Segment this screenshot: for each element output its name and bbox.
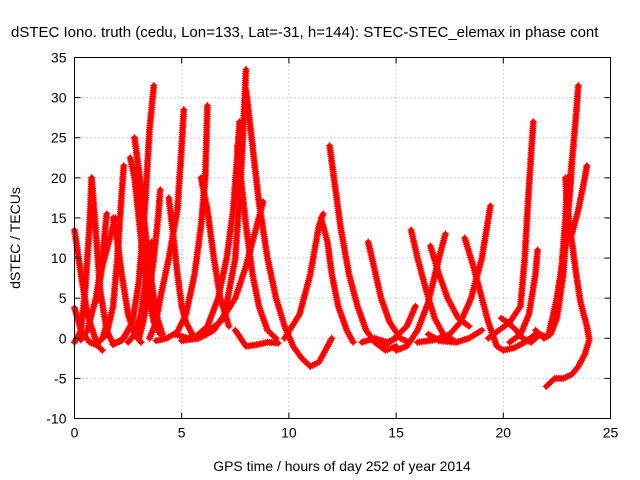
series-markers [199, 198, 267, 338]
x-tick-label: 25 [603, 425, 619, 441]
series-markers [109, 82, 158, 349]
y-tick-label: -10 [46, 411, 66, 427]
data-series [109, 82, 158, 349]
series-markers [461, 234, 539, 354]
x-tick-label: 15 [388, 425, 404, 441]
tick-labels: 0 5 10 15 20 25 -10 -5 0 5 10 15 20 25 30 35 [46, 50, 618, 441]
y-tick-label: 10 [51, 250, 67, 266]
series-markers [96, 162, 128, 345]
data-series [135, 186, 164, 342]
series-markers [506, 246, 542, 346]
series-trace [415, 203, 493, 345]
x-tick-label: 5 [178, 425, 186, 441]
data-series [231, 326, 282, 350]
data-series [414, 202, 494, 346]
series-markers [326, 142, 400, 354]
data-series [281, 210, 327, 342]
y-tick-label: 25 [51, 130, 67, 146]
data-series [377, 302, 419, 350]
series-markers [231, 326, 282, 350]
series-markers [77, 210, 111, 344]
y-tick-label: -5 [54, 370, 67, 386]
series-markers [568, 162, 591, 238]
y-axis-label: dSTEC / TECUs [7, 187, 23, 289]
data-series [484, 118, 537, 342]
series-markers [317, 214, 357, 346]
y-tick-label: 35 [51, 50, 67, 66]
y-tick-label: 5 [59, 290, 67, 306]
series-markers [124, 238, 156, 346]
data-series [568, 162, 591, 238]
series-markers [426, 242, 473, 330]
data-series [165, 194, 196, 338]
data-series [553, 174, 572, 302]
series-markers [553, 174, 572, 302]
data-series [77, 210, 111, 344]
y-tick-label: 15 [51, 210, 67, 226]
data-series [317, 214, 357, 346]
x-axis-label: GPS time / hours of day 252 of year 2014 [213, 458, 471, 474]
data-series [364, 238, 413, 346]
y-tick-label: 0 [59, 330, 67, 346]
data-series [96, 162, 128, 345]
series-markers [281, 210, 327, 342]
series-markers [542, 337, 593, 390]
x-tick-label: 10 [281, 425, 297, 441]
series-markers [424, 326, 486, 346]
x-tick-label: 0 [71, 425, 79, 441]
x-tick-label: 20 [496, 425, 512, 441]
chart-title: dSTEC Iono. truth (cedu, Lon=133, Lat=-3… [11, 24, 599, 41]
gridlines [74, 57, 611, 419]
data-series [506, 246, 542, 346]
data-series [426, 242, 473, 330]
y-tick-label: 30 [51, 90, 67, 106]
data-series [461, 234, 539, 354]
series-markers [414, 202, 494, 346]
data-layer [71, 66, 593, 390]
data-series [542, 337, 593, 390]
data-series [199, 198, 267, 338]
data-series [124, 238, 156, 346]
series-markers [377, 302, 419, 350]
y-tick-label: 20 [51, 170, 67, 186]
data-series [424, 326, 486, 346]
series-markers [135, 186, 164, 342]
plot-frame [74, 57, 611, 419]
